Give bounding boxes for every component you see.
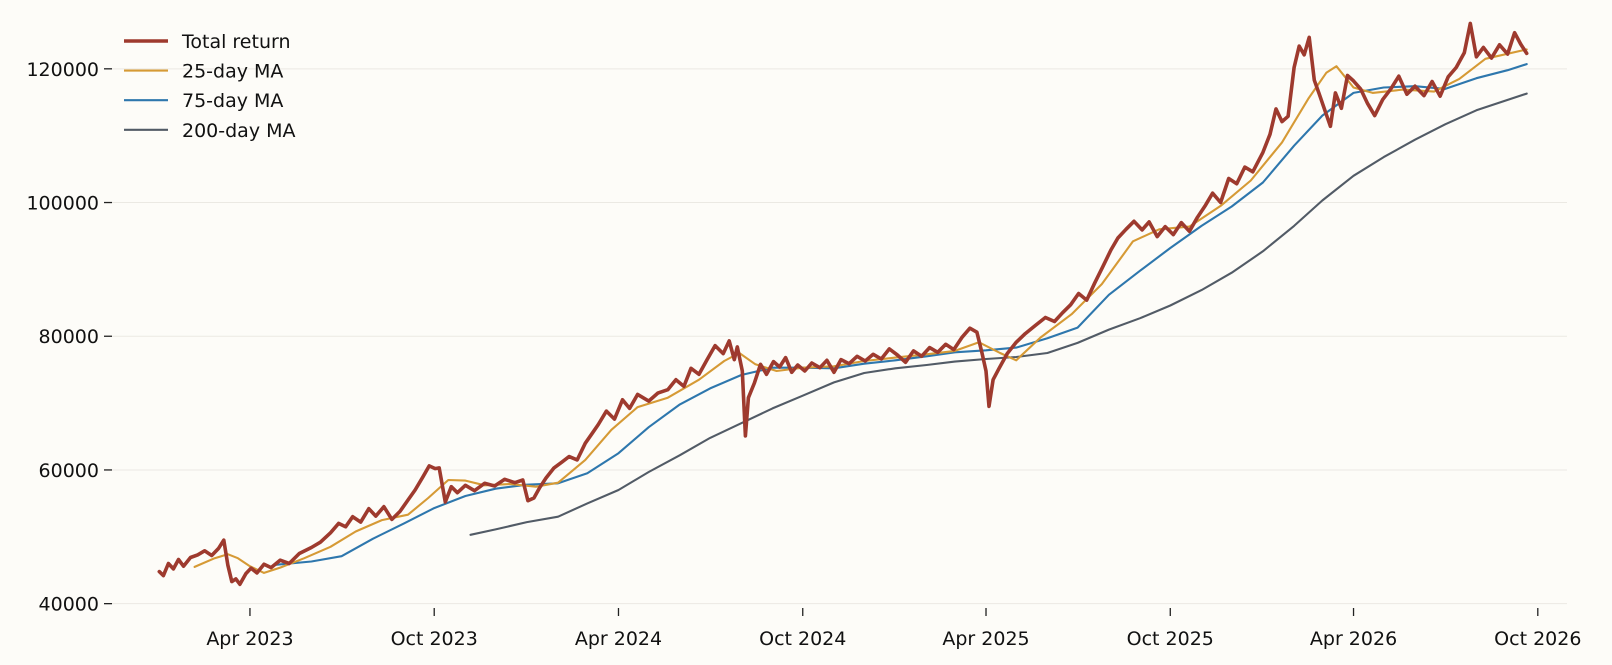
series-line-total-return [157,21,1529,587]
y-tick-label: 120000 [26,59,99,81]
x-tick-label: Apr 2026 [1310,628,1397,650]
y-tick-label: 80000 [39,326,99,348]
legend-item: 200-day MA [124,120,296,142]
series-line-200-day-ma [469,92,1528,536]
legend-label: 75-day MA [182,90,283,112]
x-tick-label: Apr 2023 [206,628,293,650]
legend: Total return 25-day MA 75-day MA 200-day MA [124,31,296,142]
x-axis: Apr 2023 Oct 2023 Apr 2024 Oct 2024 Apr 2025… [206,608,1581,650]
x-tick-label: Oct 2024 [759,628,846,650]
legend-item: 75-day MA [124,90,283,112]
gridlines [112,68,1567,605]
y-tick-label: 60000 [39,460,99,482]
x-tick-label: Oct 2026 [1494,628,1581,650]
legend-label: 200-day MA [182,120,296,142]
legend-label: Total return [181,31,291,53]
y-tick-label: 40000 [39,594,99,616]
series-lines [157,21,1529,587]
series-line-75-day-ma [273,63,1528,566]
x-tick-label: Apr 2025 [942,628,1029,650]
legend-item: 25-day MA [124,61,283,83]
legend-label: 25-day MA [182,61,283,83]
y-tick-label: 100000 [26,193,99,215]
legend-item: Total return [124,31,291,53]
x-tick-label: Apr 2024 [575,628,662,650]
x-tick-label: Oct 2025 [1127,628,1214,650]
x-tick-label: Oct 2023 [391,628,478,650]
series-line-25-day-ma [193,48,1528,574]
y-axis: 40000 60000 80000 100000 120000 [26,59,112,616]
